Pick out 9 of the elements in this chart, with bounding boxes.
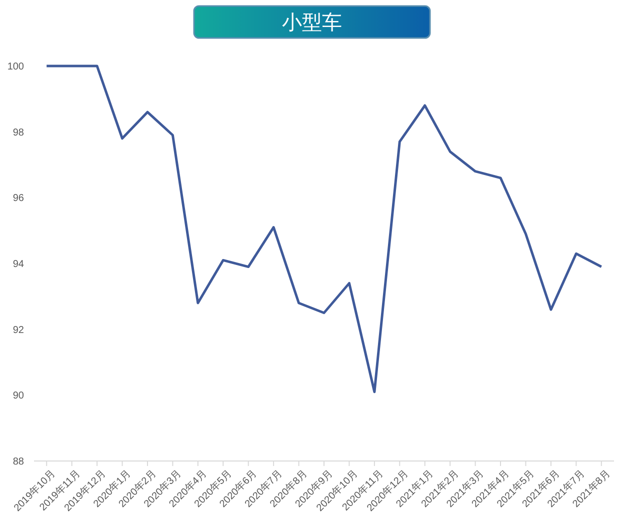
y-tick-label: 96 <box>12 193 24 204</box>
y-tick-label: 98 <box>12 127 24 138</box>
y-tick-label: 100 <box>7 62 24 72</box>
chart-title: 小型车 <box>282 12 342 34</box>
y-tick-label: 88 <box>12 456 24 468</box>
y-tick-label: 94 <box>12 259 24 270</box>
y-tick-label: 90 <box>12 390 24 402</box>
y-tick-label: 92 <box>12 324 24 336</box>
line-series <box>45 64 603 394</box>
